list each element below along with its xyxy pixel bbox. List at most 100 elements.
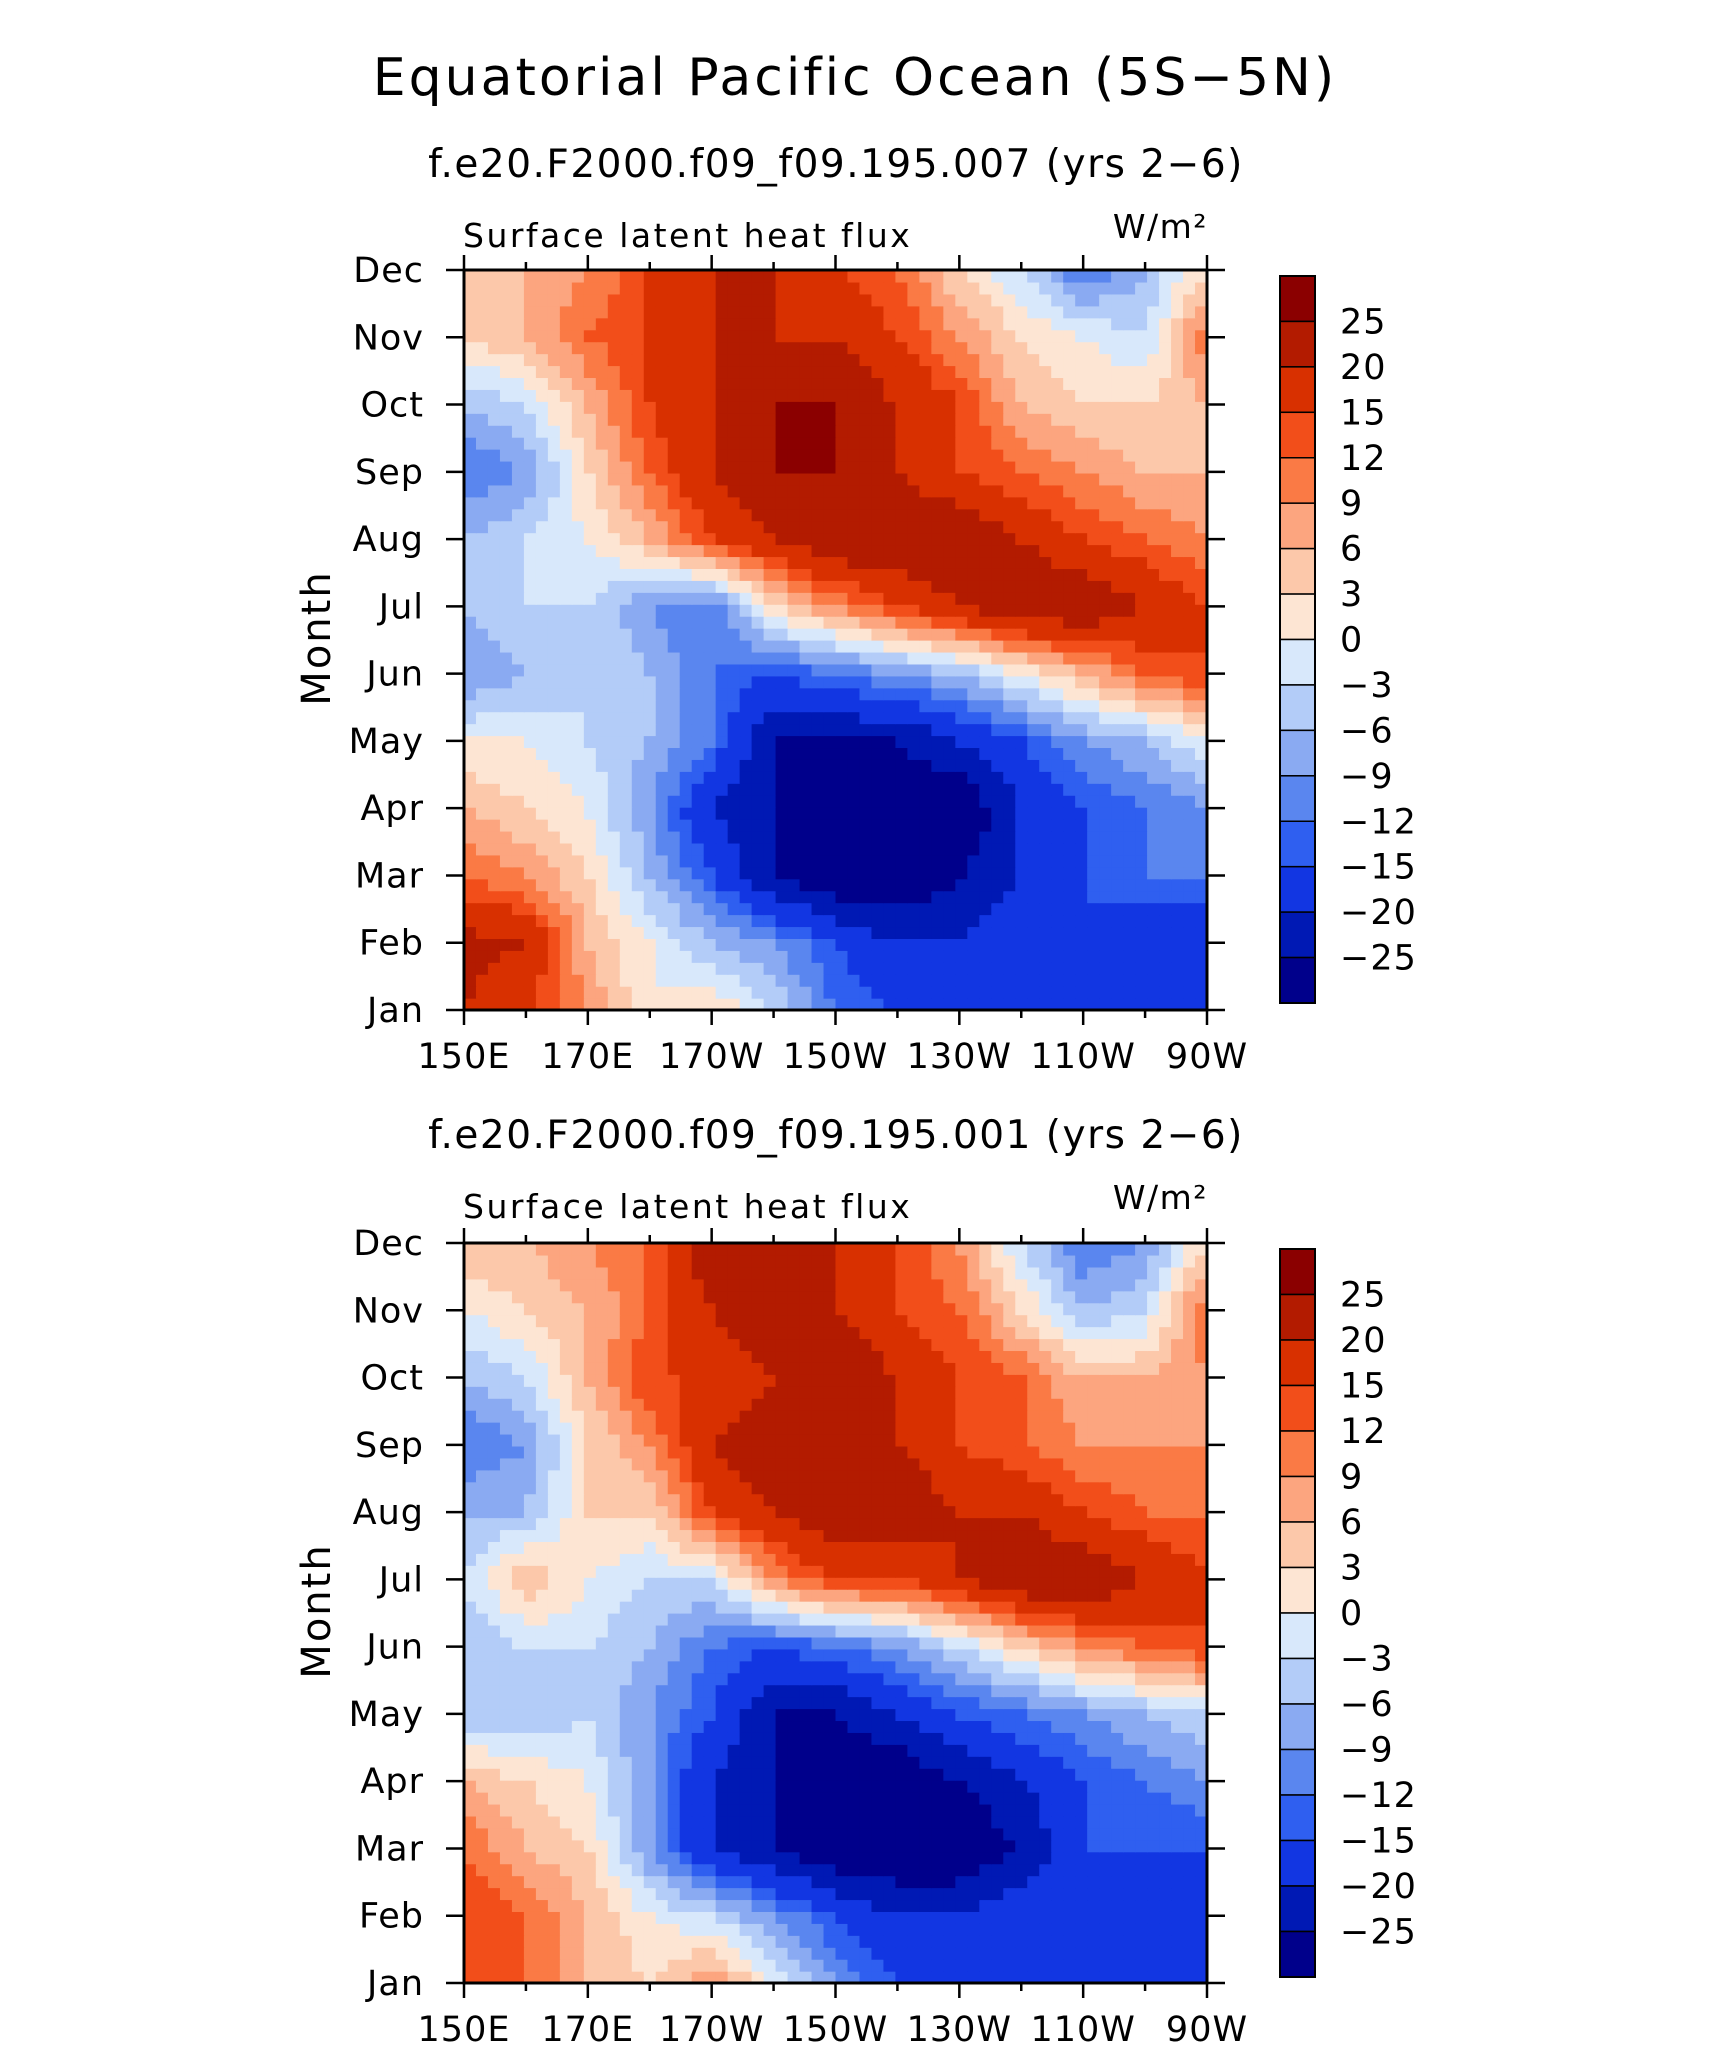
heatmap-cell [1195,842,1208,856]
heatmap-cell [631,1827,645,1841]
heatmap-cell [607,604,621,617]
heatmap-cell [967,281,980,295]
heatmap-cell [571,1971,585,1984]
heatmap-cell [1099,449,1112,462]
heatmap-cell [1159,341,1172,355]
heatmap-cell [499,902,513,916]
heatmap-cell [739,759,753,772]
heatmap-cell [655,580,669,593]
heatmap-cell [619,687,633,701]
heatmap-cell [727,807,741,820]
heatmap-cell [991,651,1004,665]
heatmap-cell [919,496,932,510]
heatmap-cell [1147,317,1160,331]
heatmap-cell [943,1863,956,1877]
heatmap-cell [919,842,932,856]
heatmap-cell [1003,783,1016,796]
heatmap-cell [1159,974,1172,987]
heatmap-cell [919,1887,932,1901]
heatmap-cell [619,1959,633,1972]
heatmap-cell [643,663,657,677]
heatmap-cell [895,437,908,450]
heatmap-cell [811,807,825,820]
heatmap-cell [1123,842,1136,856]
heatmap-cell [871,1863,885,1877]
heatmap-cell [1003,544,1016,558]
heatmap-cell [871,842,885,856]
heatmap-cell [1015,353,1028,367]
heatmap-cell [1183,556,1196,569]
heatmap-cell [1147,747,1160,760]
heatmap-cell [511,866,525,880]
heatmap-cell [811,496,825,510]
heatmap-cell [787,616,801,629]
heatmap-cell [799,496,813,510]
heatmap-cell [715,1887,729,1901]
heatmap-cell [727,878,741,892]
heatmap-cell [703,365,717,379]
heatmap-cell [547,556,561,569]
heatmap-cell [499,1911,513,1924]
heatmap-cell [1087,1863,1100,1877]
heatmap-cell [619,1839,633,1853]
heatmap-cell [571,1815,585,1829]
heatmap-cell [595,902,609,916]
heatmap-cell [739,1899,753,1912]
heatmap-cell [1063,532,1076,546]
heatmap-cell [1123,914,1136,928]
heatmap-cell [595,508,609,522]
heatmap-cell [1051,484,1064,498]
heatmap-cell [559,747,573,760]
heatmap-cell [535,377,549,390]
heatmap-cell [1171,544,1184,558]
heatmap-cell [655,389,669,402]
heatmap-cell [1135,401,1148,414]
heatmap-cell [691,1911,705,1924]
heatmap-cell [991,1887,1004,1901]
heatmap-cell [1183,711,1196,725]
heatmap-cell [787,974,801,987]
heatmap-cell [763,1923,777,1936]
heatmap-cell [991,807,1004,820]
heatmap-cell [631,305,645,319]
heatmap-cell [1003,675,1016,689]
heatmap-cell [1063,759,1076,772]
heatmap-cell [1075,699,1088,713]
heatmap-cell [1063,1959,1076,1972]
heatmap-cell [475,926,489,939]
heatmap-cell [883,568,897,581]
heatmap-cell [1099,293,1112,307]
heatmap-cell [727,365,741,379]
heatmap-cell [763,365,777,379]
heatmap-cell [595,998,609,1011]
heatmap-cell [1075,1875,1088,1889]
heatmap-cell [511,1911,525,1924]
heatmap-cell [595,735,609,749]
heatmap-cell [775,1792,789,1805]
heatmap-cell [1111,1875,1124,1889]
heatmap-cell [835,866,849,880]
heatmap-cell [619,723,633,737]
heatmap-cell [787,1875,801,1889]
heatmap-cell [1015,377,1028,390]
heatmap-cell [883,735,897,749]
heatmap-cell [727,270,741,283]
heatmap-cell [763,878,777,892]
heatmap-cell [464,819,477,832]
heatmap-cell [883,365,897,379]
heatmap-cell [775,902,789,916]
heatmap-cell [859,1923,873,1936]
heatmap-cell [1063,795,1076,808]
heatmap-cell [1183,914,1196,928]
heatmap-cell [631,747,645,760]
heatmap-cell [1195,389,1208,402]
heatmap-cell [883,938,897,951]
heatmap-cell [691,592,705,605]
heatmap-cell [523,1923,537,1936]
heatmap-cell [967,413,980,426]
heatmap-cell [595,747,609,760]
heatmap-cell [1063,1899,1076,1912]
heatmap-cell [607,795,621,808]
heatmap-cell [1183,663,1196,677]
heatmap-cell [1135,1899,1148,1912]
